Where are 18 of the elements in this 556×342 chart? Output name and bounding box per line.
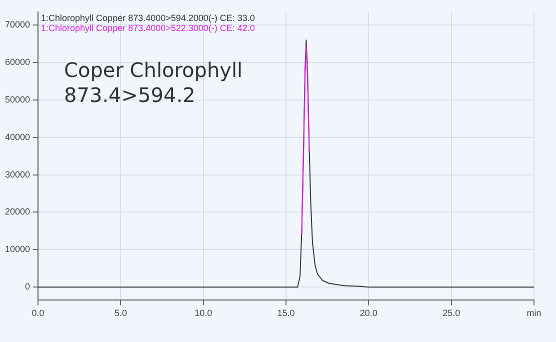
- y-tick-label: 40000: [4, 132, 30, 142]
- x-tick-label: 0.0: [32, 308, 44, 318]
- x-tick-label: min: [526, 308, 542, 318]
- y-tick-label: 30000: [4, 169, 30, 180]
- y-tick-label: 60000: [4, 57, 30, 68]
- y-tick-label: 70000: [4, 20, 30, 30]
- text: 1:Chlorophyll Copper 873.4000>594.2000(-) CE: 33.0: [41, 12, 255, 23]
- y-tick-label: 0: [25, 282, 30, 292]
- x-tick-label: 5.0: [114, 308, 127, 318]
- y-tick-label: 10000: [4, 244, 30, 254]
- text: 1:Chlorophyll Copper 873.4000>522.3000(-) CE: 42.0: [41, 22, 255, 33]
- y-tick-label: 50000: [4, 94, 30, 104]
- annotation: Coper Chlorophyll 873.4>594.2: [64, 58, 243, 108]
- x-tick-label: 15.0: [277, 308, 295, 318]
- x-tick-label: 20.0: [360, 308, 378, 318]
- x-tick-label: 25.0: [442, 308, 460, 318]
- y-tick-label: 20000: [4, 206, 30, 217]
- x-tick-label: 10.0: [194, 308, 212, 318]
